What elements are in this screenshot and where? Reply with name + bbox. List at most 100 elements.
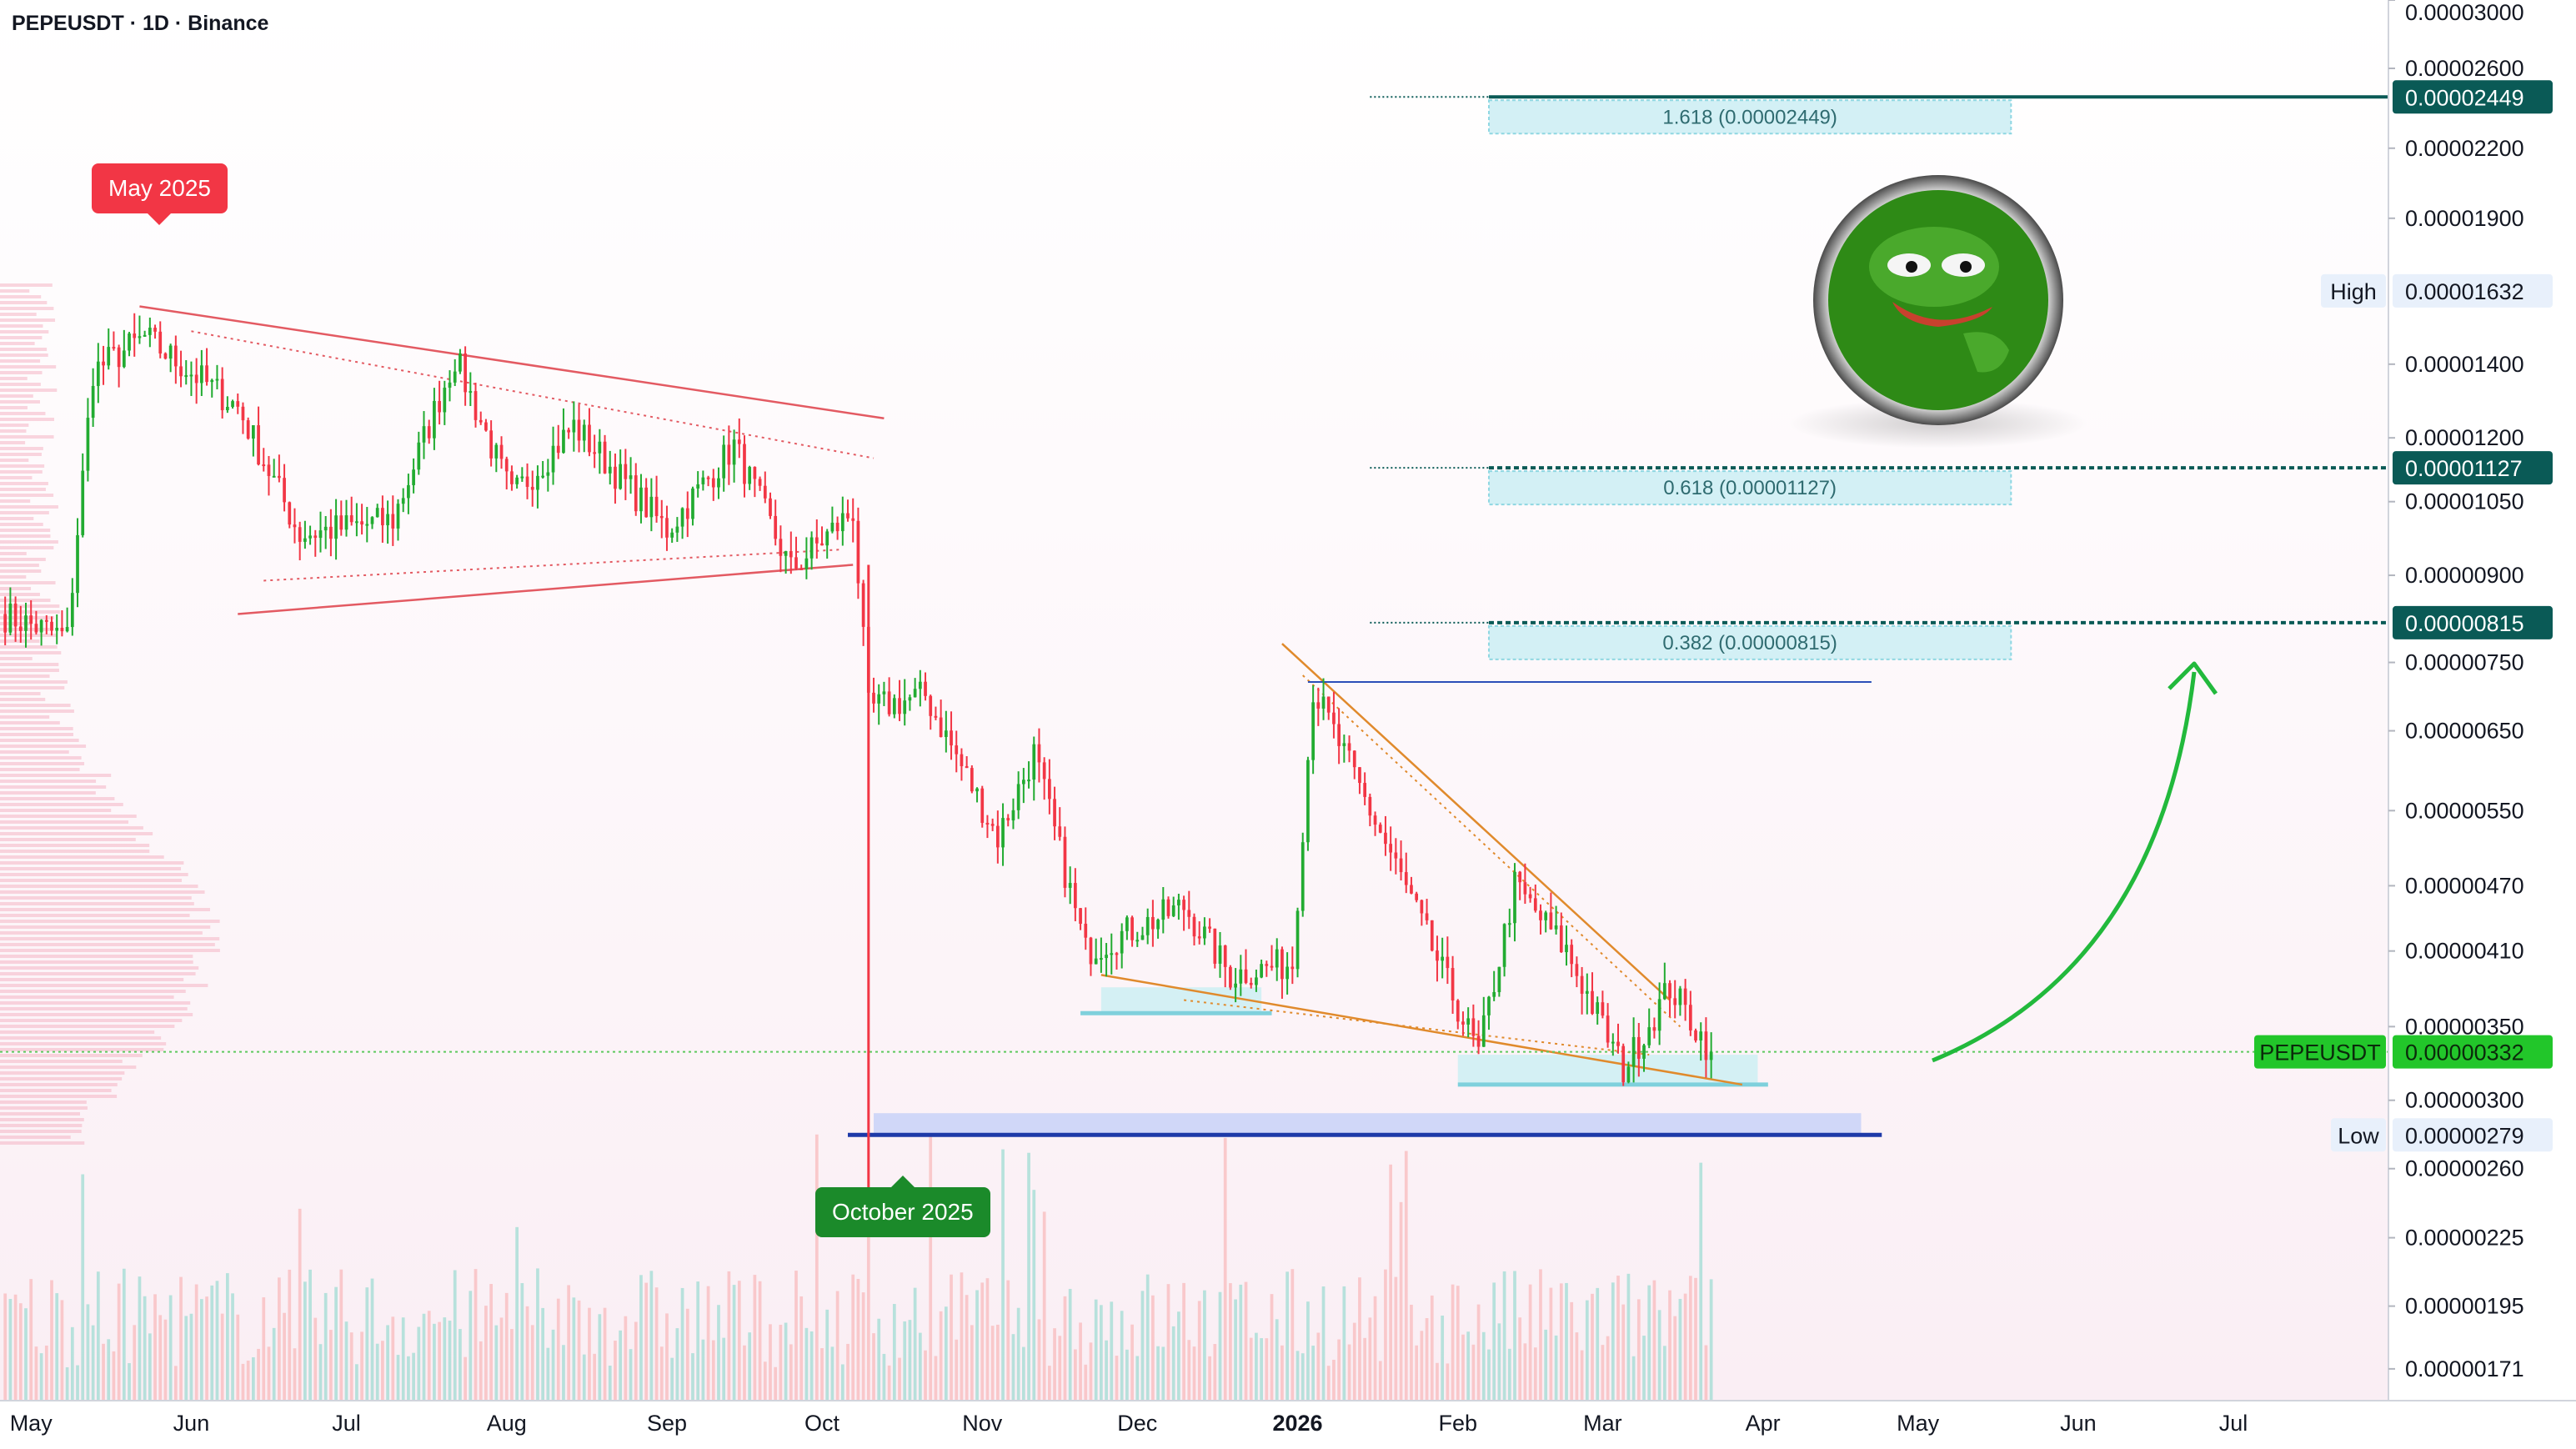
volume-bar (924, 1350, 927, 1401)
candle (489, 420, 493, 467)
volume-bar (1694, 1277, 1697, 1401)
volume-bar (1342, 1286, 1346, 1401)
profile-bar (0, 634, 58, 637)
may-2025-callout: May 2025 (92, 163, 228, 225)
volume-bar (944, 1306, 948, 1401)
volume-bar (1601, 1345, 1605, 1401)
volume-bar (1704, 1345, 1708, 1401)
last-price-value: 0.00000332 (2405, 1040, 2524, 1065)
candle (1549, 892, 1553, 930)
candle (433, 388, 436, 450)
candle-body (1285, 966, 1289, 980)
volume-bar (1481, 1331, 1486, 1401)
candle (494, 443, 499, 473)
candle (1668, 980, 1671, 1017)
candle-body (525, 476, 529, 487)
candle-body (1528, 894, 1532, 899)
candle (375, 504, 379, 518)
candle-body (562, 429, 565, 454)
volume-bar (1394, 1276, 1398, 1401)
volume-bar (143, 1296, 147, 1401)
volume-bar (840, 1364, 844, 1401)
candle-body (779, 539, 783, 556)
candle-body (722, 444, 726, 479)
candle (370, 516, 374, 529)
candle-body (1063, 836, 1067, 888)
profile-bar (0, 762, 85, 765)
candle-body (1021, 780, 1025, 785)
volume-bar (696, 1281, 700, 1401)
candle-body (975, 788, 979, 792)
volume-bar (1151, 1295, 1155, 1401)
last-price-label: PEPEUSDT (2259, 1040, 2381, 1065)
profile-bar (0, 529, 51, 532)
candle-body (318, 530, 323, 539)
candle (474, 383, 478, 428)
price-tick-label: 0.00000470 (2405, 873, 2524, 898)
volume-bar (474, 1269, 478, 1401)
profile-bar (0, 482, 48, 485)
candle (975, 787, 979, 803)
candle-body (1513, 871, 1516, 924)
time-axis[interactable]: May Jun Jul Aug Sep Oct Nov Dec 2026 Feb Mar Apr May… (0, 1400, 2576, 1449)
profile-bar (0, 1124, 83, 1127)
candle (1368, 793, 1372, 827)
candle (525, 463, 529, 499)
candle (748, 465, 752, 490)
candle-body (199, 365, 203, 384)
profile-bar (0, 704, 71, 707)
candle-body (278, 475, 281, 479)
volume-bar (598, 1314, 602, 1401)
volume-bar (1280, 1345, 1284, 1401)
candle-body (262, 464, 266, 467)
candle-body (1079, 908, 1082, 924)
profile-bar (0, 546, 54, 549)
profile-bar (0, 599, 51, 602)
volume-bar (769, 1324, 772, 1401)
volume-bar (1244, 1281, 1248, 1401)
volume-bar (1001, 1149, 1005, 1401)
profile-bar (0, 809, 112, 812)
axis-markers: 0.00002449 0.00001127 0.00000815 High 0.0000… (2254, 80, 2553, 1152)
profile-bar (0, 826, 143, 830)
profile-bar (0, 1101, 87, 1104)
candle (995, 810, 1000, 864)
profile-bar (0, 441, 26, 444)
candle (665, 505, 669, 551)
volume-bar (417, 1326, 421, 1401)
profile-bar (0, 593, 40, 596)
profile-bar (0, 295, 42, 298)
profile-bar (0, 348, 48, 351)
volume-bar (1326, 1366, 1331, 1401)
volume-bar (665, 1313, 669, 1401)
candle (267, 455, 271, 496)
candle (1171, 896, 1175, 918)
candle-body (851, 518, 855, 521)
time-tick-label: Feb (1439, 1411, 1478, 1436)
candle (278, 454, 281, 483)
candle (381, 495, 384, 543)
volume-bar (1539, 1269, 1542, 1401)
falling-wedge-lower (1100, 974, 1743, 1086)
candle-body (1492, 991, 1496, 997)
time-tick-label: Sep (647, 1411, 687, 1436)
candle (769, 492, 772, 519)
candle-body (1213, 928, 1217, 964)
candle-body (1441, 956, 1445, 961)
fib-1.618-value: 0.00002449 (2405, 85, 2524, 110)
profile-bar (0, 978, 184, 981)
candle (1420, 899, 1424, 926)
candle-body (614, 466, 617, 489)
candle (634, 463, 638, 516)
candle-body (598, 441, 602, 454)
price-axis[interactable]: 0.00003000 0.00002600 0.00002200 0.00001900… (2388, 0, 2576, 1449)
candle-body (950, 730, 953, 746)
volume-bar (913, 1287, 917, 1401)
candle (985, 815, 990, 839)
candle-body (1177, 900, 1180, 905)
candle-body (1301, 842, 1305, 911)
volume-bar (1626, 1273, 1631, 1401)
candle-body (252, 425, 255, 439)
candle (685, 491, 689, 538)
